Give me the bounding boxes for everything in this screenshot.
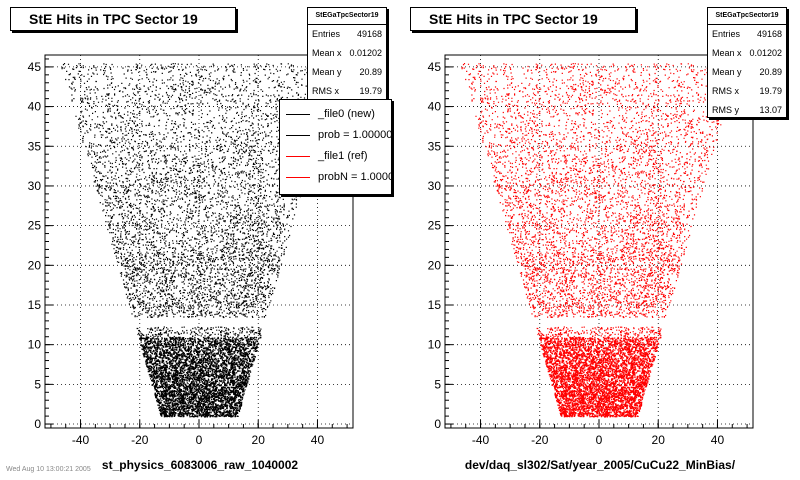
left-stats-value: 19.79	[359, 86, 382, 96]
right-stats-row: RMS y 13.07	[708, 101, 786, 120]
legend-label: probN = 1.000000	[318, 171, 391, 183]
right-stats-label: Entries	[712, 29, 741, 39]
y-tick-label: 20	[428, 258, 442, 272]
legend-item: _file1 (ref)	[280, 146, 391, 167]
footer-timestamp: Wed Aug 10 13:00:21 2005	[6, 466, 91, 473]
right-stats-label: RMS y	[712, 105, 739, 115]
x-tick-label: 20	[652, 433, 666, 447]
x-tick-label: -40	[72, 433, 90, 447]
left-stats-label: RMS x	[312, 86, 339, 96]
right-stats-row: Mean y 20.89	[708, 63, 786, 82]
legend-label: _file0 (new)	[318, 108, 375, 120]
hit-points-dense	[139, 336, 262, 418]
right-stats-label: Mean x	[712, 48, 742, 58]
y-tick-label: 10	[428, 338, 442, 352]
right-panel: -40 -20 0 20 40 0 5 10 15 20 25 30 35 40 45	[428, 54, 754, 447]
right-stats-value: 13.07	[759, 105, 782, 115]
y-tick-label: 10	[28, 338, 42, 352]
legend-item: probN = 1.000000	[280, 167, 391, 188]
right-chart-title-text: StE Hits in TPC Sector 19	[429, 11, 598, 27]
y-tick-label: 45	[428, 60, 442, 74]
right-stats-value: 0.01202	[749, 48, 782, 58]
legend-line-black	[286, 135, 310, 136]
left-chart-title: StE Hits in TPC Sector 19	[10, 7, 236, 31]
left-chart-title-text: StE Hits in TPC Sector 19	[29, 11, 198, 27]
legend: _file0 (new) prob = 1.000000 _file1 (ref…	[279, 99, 392, 195]
x-tick-label: 20	[252, 433, 266, 447]
x-tick-label: 0	[596, 433, 603, 447]
y-tick-label: 15	[428, 298, 442, 312]
legend-item: _file0 (new)	[280, 104, 391, 125]
right-stats-value: 19.79	[759, 86, 782, 96]
y-tick-label: 5	[34, 377, 41, 391]
left-stats-row: Mean y 20.89	[308, 63, 386, 82]
legend-item: prob = 1.000000	[280, 125, 391, 146]
x-tick-label: -20	[131, 433, 149, 447]
x-tick-label: -20	[531, 433, 549, 447]
right-x-axis-label: dev/daq_sl302/Sat/year_2005/CuCu22_MinBi…	[464, 458, 736, 472]
y-tick-label: 25	[28, 219, 42, 233]
y-tick-label: 20	[28, 258, 42, 272]
y-tick-label: 0	[434, 417, 441, 431]
legend-line-black	[286, 114, 310, 115]
left-stats-row: Entries 49168	[308, 25, 386, 44]
legend-label: _file1 (ref)	[318, 150, 368, 162]
right-stats-label: RMS x	[712, 86, 739, 96]
right-stats-name: StEGaTpcSector19	[708, 8, 786, 25]
y-tick-label: 35	[428, 139, 442, 153]
legend-line-red	[286, 156, 310, 157]
left-stats-value: 0.01202	[349, 48, 382, 58]
left-stats-label: Mean y	[312, 67, 342, 77]
right-stats-value: 20.89	[759, 67, 782, 77]
y-tick-label: 40	[28, 100, 42, 114]
legend-line-red	[286, 177, 310, 178]
y-tick-label: 30	[428, 179, 442, 193]
right-stats-box: StEGaTpcSector19 Entries 49168 Mean x 0.01…	[707, 7, 787, 118]
x-tick-label: -40	[472, 433, 490, 447]
y-tick-label: 5	[434, 377, 441, 391]
y-tick-label: 35	[28, 139, 42, 153]
left-x-axis-label: st_physics_6083006_raw_1040002	[101, 458, 299, 472]
right-stats-row: Entries 49168	[708, 25, 786, 44]
right-stats-label: Mean y	[712, 67, 742, 77]
x-tick-label: 0	[196, 433, 203, 447]
left-stats-row: Mean x 0.01202	[308, 44, 386, 63]
y-tick-label: 30	[28, 179, 42, 193]
left-stats-label: Entries	[312, 29, 341, 39]
hit-points-dense	[539, 336, 662, 418]
x-tick-label: 40	[711, 433, 725, 447]
left-stats-box: StEGaTpcSector19 Entries 49168 Mean x 0.01…	[307, 7, 387, 100]
y-tick-label: 0	[34, 417, 41, 431]
left-stats-label: Mean x	[312, 48, 342, 58]
left-stats-value: 20.89	[359, 67, 382, 77]
right-stats-row: Mean x 0.01202	[708, 44, 786, 63]
x-tick-label: 40	[311, 433, 325, 447]
left-stats-value: 49168	[356, 29, 382, 39]
right-stats-value: 49168	[756, 29, 782, 39]
legend-label: prob = 1.000000	[318, 129, 392, 141]
left-stats-name: StEGaTpcSector19	[308, 8, 386, 25]
left-stats-row: RMS x 19.79	[308, 82, 386, 101]
y-tick-label: 25	[428, 219, 442, 233]
y-tick-label: 45	[28, 60, 42, 74]
right-stats-row: RMS x 19.79	[708, 82, 786, 101]
right-chart-title: StE Hits in TPC Sector 19	[410, 7, 636, 31]
y-tick-label: 15	[28, 298, 42, 312]
y-tick-label: 40	[428, 100, 442, 114]
